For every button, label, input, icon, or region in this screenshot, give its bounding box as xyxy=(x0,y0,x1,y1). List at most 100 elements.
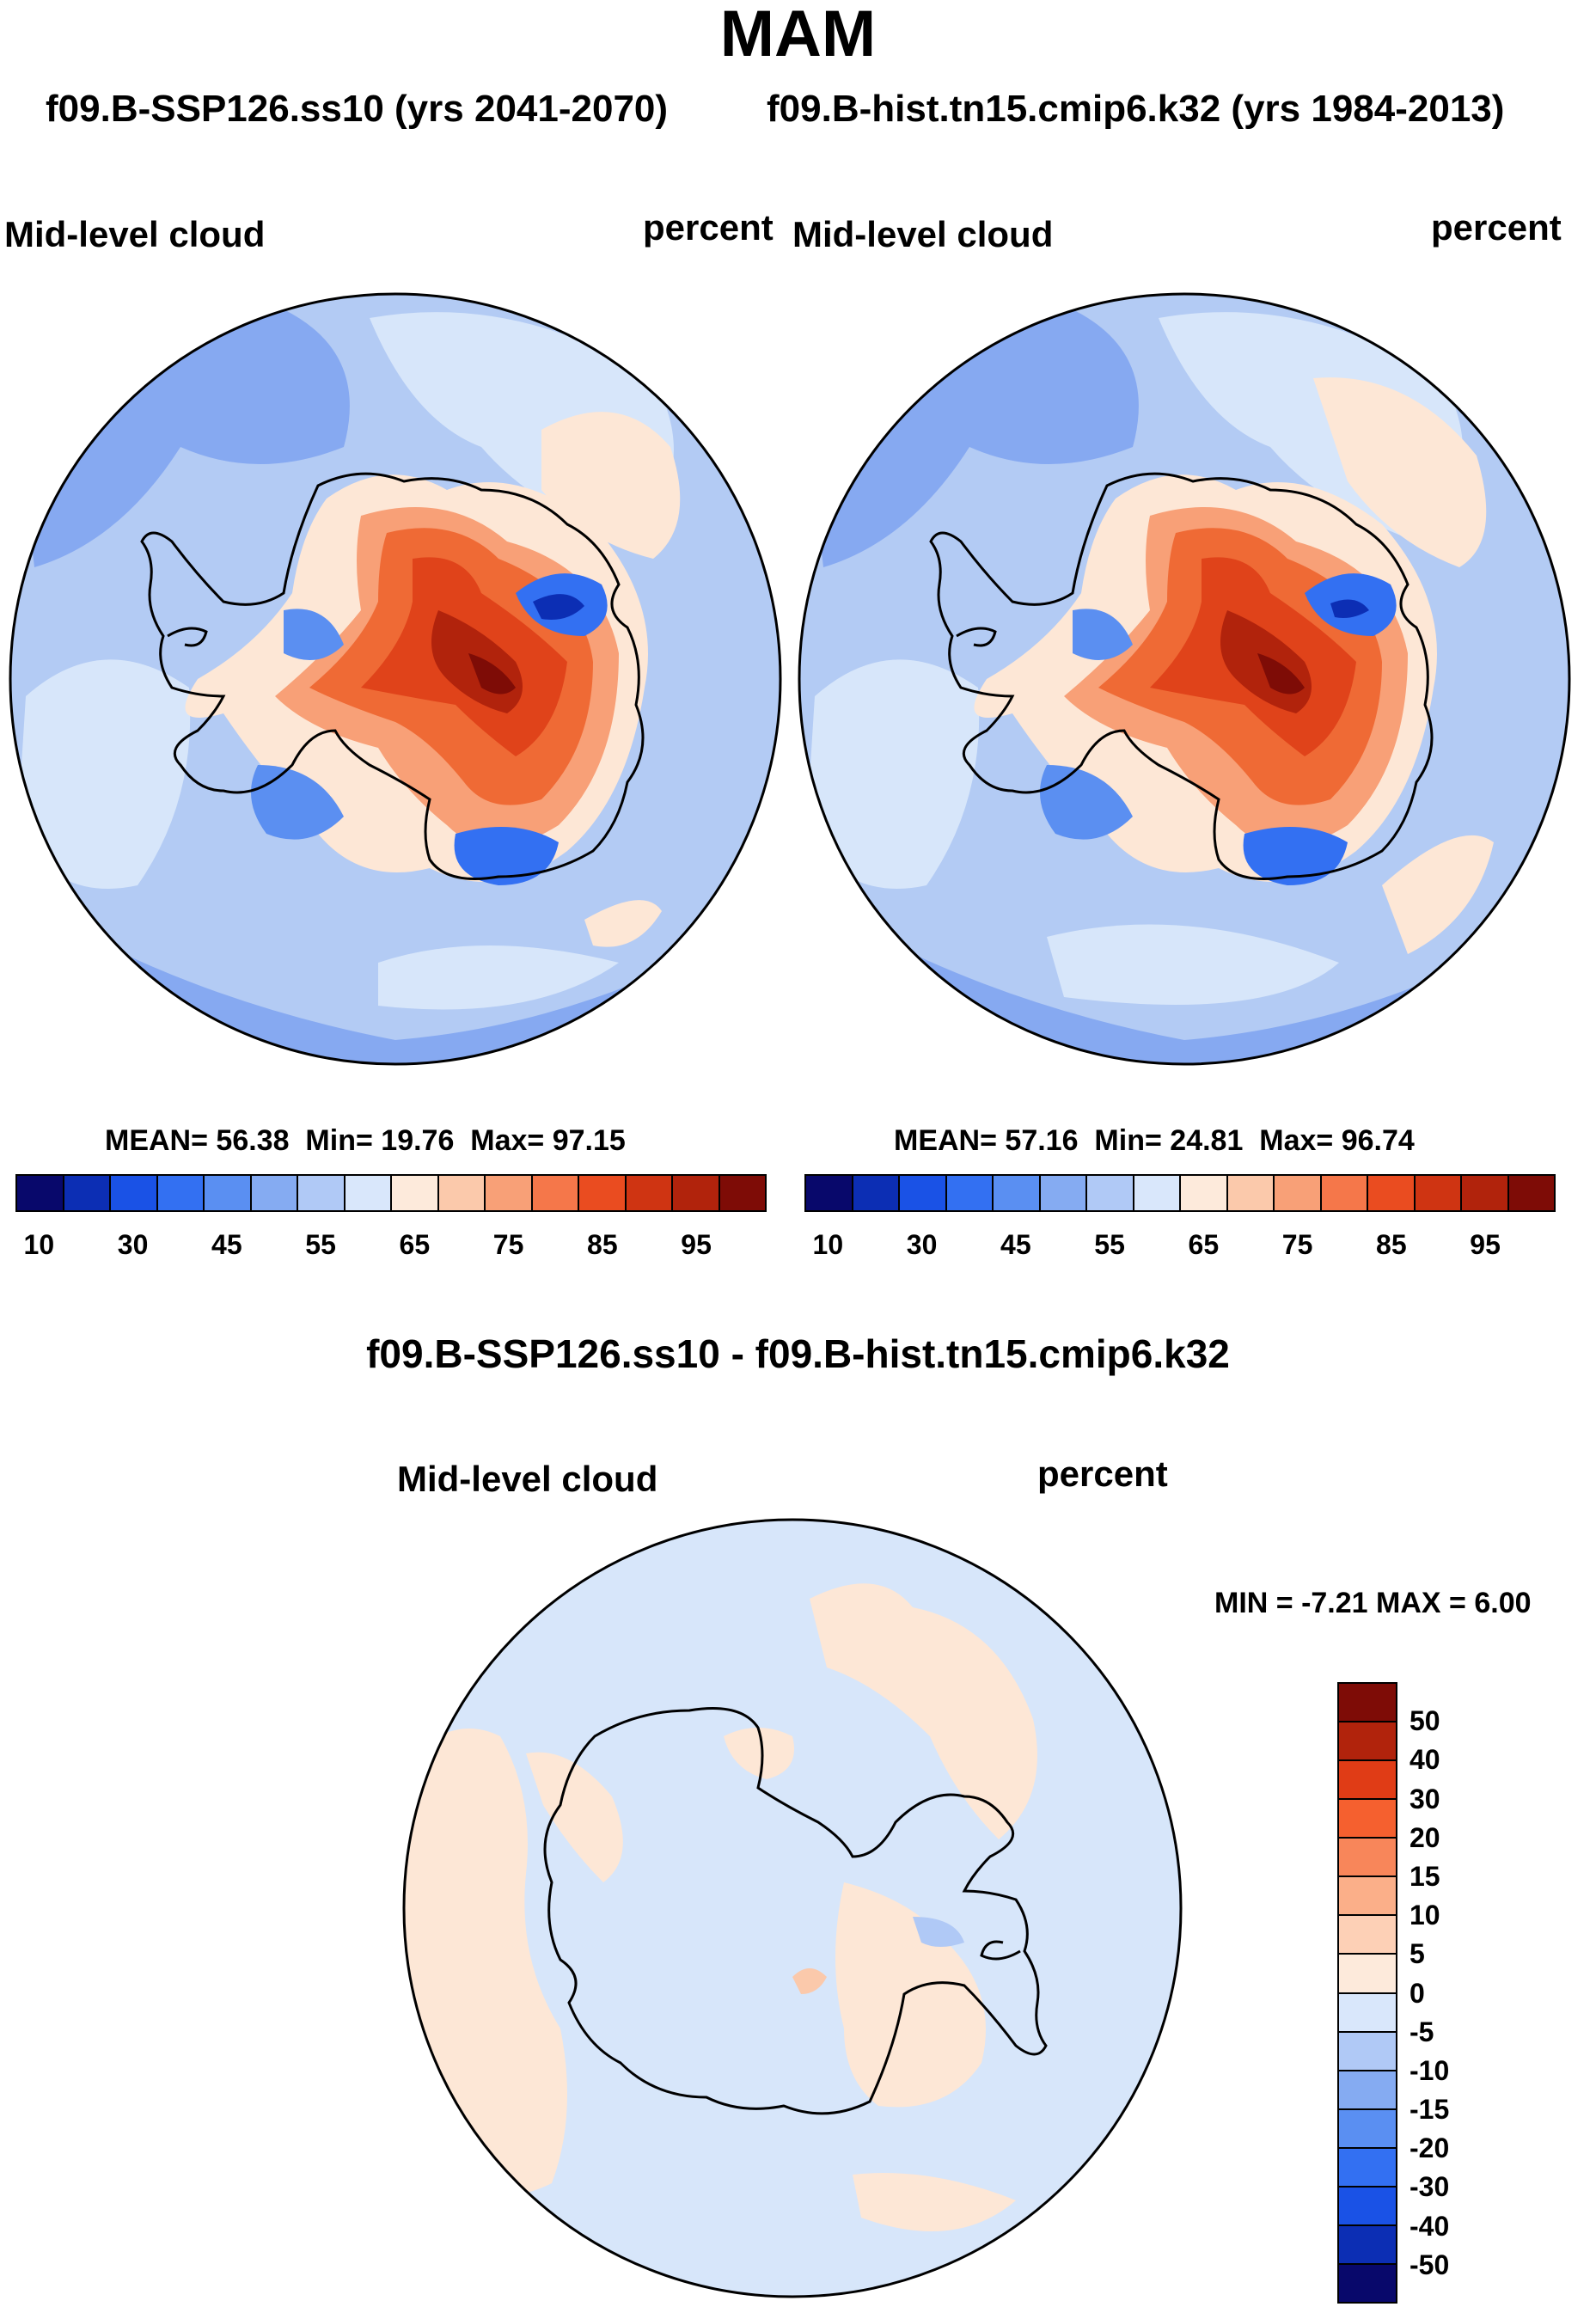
colorbar-tick-label: -40 xyxy=(1409,2210,1450,2242)
colorbar-tick-label: -20 xyxy=(1409,2132,1450,2164)
colorbar-swatch xyxy=(486,1176,533,1210)
colorbar-tick-label: 85 xyxy=(1376,1229,1407,1260)
test-max-value: 97.15 xyxy=(552,1124,626,1157)
colorbar-swatch xyxy=(1181,1176,1228,1210)
colorbar-tick-label: 65 xyxy=(1188,1229,1220,1260)
diff-max-value: 6.00 xyxy=(1474,1587,1532,1619)
colorbar-swatch xyxy=(1368,1176,1416,1210)
colorbar-swatch xyxy=(1040,1176,1087,1210)
test-map xyxy=(9,292,782,1066)
colorbar-swatch xyxy=(1339,1916,1396,1955)
test-units-label: percent xyxy=(643,207,774,248)
colorbar-tick-label: 30 xyxy=(117,1229,149,1260)
colorbar-tick-label: 30 xyxy=(906,1229,938,1260)
colorbar-swatch xyxy=(1508,1176,1554,1210)
colorbar-swatch xyxy=(1339,1684,1396,1723)
peninsula-coast xyxy=(167,627,208,647)
colorbar-swatch xyxy=(17,1176,64,1210)
control-colorbar-ticks: 10 30 45 55 65 75 85 95 xyxy=(804,1229,1556,1264)
control-colorbar xyxy=(804,1174,1556,1212)
diff-max-label: MAX = xyxy=(1376,1587,1466,1619)
diff-title: f09.B-SSP126.ss10 - f09.B-hist.tn15.cmip… xyxy=(366,1331,1230,1376)
colorbar-swatch xyxy=(438,1176,486,1210)
warm-anomaly-south xyxy=(853,2173,1016,2231)
colorbar-tick-label: 15 xyxy=(1409,1860,1440,1892)
warm-anomaly-east xyxy=(835,1882,986,2108)
diff-colorbar xyxy=(1337,1682,1397,2304)
diff-units-label: percent xyxy=(1037,1453,1168,1494)
control-mean-value: 57.16 xyxy=(1005,1124,1079,1157)
colorbar-swatch xyxy=(1339,2225,1396,2265)
colorbar-tick-label: 95 xyxy=(1470,1229,1501,1260)
diff-map xyxy=(402,1518,1183,2298)
colorbar-swatch xyxy=(626,1176,673,1210)
main-title: MAM xyxy=(719,0,877,70)
colorbar-swatch xyxy=(900,1176,947,1210)
colorbar-swatch xyxy=(251,1176,298,1210)
warm-anomaly-ross xyxy=(724,1728,794,1779)
colorbar-tick-label: 55 xyxy=(305,1229,336,1260)
control-min-value: 24.81 xyxy=(1170,1124,1244,1157)
colorbar-swatch xyxy=(1339,1839,1396,1878)
map-boundary xyxy=(9,292,782,1066)
warm-anomaly-peninsula xyxy=(526,1752,623,1882)
diff-stats: MIN = -7.21 MAX = 6.00 xyxy=(1214,1586,1532,1620)
colorbar-swatch xyxy=(994,1176,1041,1210)
colorbar-swatch xyxy=(345,1176,392,1210)
ocean-warm-patch-south xyxy=(584,900,662,947)
colorbar-swatch xyxy=(1339,1800,1396,1839)
antarctica-coastline xyxy=(543,1707,1048,2115)
colorbar-swatch xyxy=(64,1176,111,1210)
test-min-value: 19.76 xyxy=(381,1124,455,1157)
colorbar-swatch xyxy=(579,1176,627,1210)
test-stats: MEAN= 56.38 Min= 19.76 Max= 97.15 xyxy=(105,1123,626,1158)
cloud-min-south xyxy=(1243,827,1348,885)
test-variable-label: Mid-level cloud xyxy=(4,214,266,254)
map-boundary xyxy=(798,292,1571,1066)
ocean-light-south xyxy=(378,945,619,1010)
diff-min-label: MIN = xyxy=(1214,1587,1293,1619)
colorbar-tick-label: -15 xyxy=(1409,2094,1450,2126)
colorbar-tick-label: 65 xyxy=(399,1229,431,1260)
cloud-min-bellingshausen xyxy=(1073,609,1133,660)
colorbar-tick-label: 5 xyxy=(1409,1938,1425,1970)
colorbar-tick-label: 10 xyxy=(1409,1900,1440,1931)
colorbar-swatch xyxy=(853,1176,900,1210)
colorbar-swatch xyxy=(392,1176,439,1210)
colorbar-tick-label: 85 xyxy=(587,1229,618,1260)
colorbar-swatch xyxy=(1415,1176,1462,1210)
antarctica-coastline xyxy=(140,472,645,880)
colorbar-swatch xyxy=(1087,1176,1134,1210)
colorbar-swatch xyxy=(205,1176,252,1210)
test-mean-label: MEAN= xyxy=(105,1124,208,1157)
antarctica-coastline xyxy=(929,472,1434,880)
cloud-max xyxy=(468,653,516,695)
ocean-warm-patch-south xyxy=(1382,835,1494,954)
test-mean-value: 56.38 xyxy=(216,1124,290,1157)
diff-variable-label: Mid-level cloud xyxy=(397,1459,658,1499)
colorbar-swatch xyxy=(1227,1176,1275,1210)
colorbar-swatch xyxy=(946,1176,994,1210)
warm-anomaly-northeast xyxy=(810,1583,1037,1839)
control-units-label: percent xyxy=(1431,207,1562,248)
colorbar-tick-label: 40 xyxy=(1409,1744,1440,1776)
colorbar-tick-label: 10 xyxy=(812,1229,844,1260)
colorbar-swatch xyxy=(298,1176,345,1210)
colorbar-swatch xyxy=(1339,2187,1396,2226)
cloud-min-east-core xyxy=(1330,599,1369,618)
colorbar-swatch xyxy=(1339,1723,1396,1762)
test-min-label: Min= xyxy=(305,1124,373,1157)
map-boundary xyxy=(402,1518,1183,2298)
control-variable-label: Mid-level cloud xyxy=(792,214,1054,254)
control-map xyxy=(798,292,1571,1066)
control-mean-label: MEAN= xyxy=(894,1124,997,1157)
colorbar-swatch xyxy=(1275,1176,1322,1210)
colorbar-tick-label: -5 xyxy=(1409,2016,1434,2047)
ocean-light-west xyxy=(17,659,191,889)
ocean-warm-patch xyxy=(1313,377,1487,567)
ocean-light-south xyxy=(1047,924,1339,1005)
test-colorbar-ticks: 10 30 45 55 65 75 85 95 xyxy=(15,1229,767,1264)
colorbar-swatch xyxy=(1339,1877,1396,1917)
colorbar-swatch xyxy=(532,1176,579,1210)
diff-colorbar-ticks: 50 40 30 20 15 10 5 0 -5 -10 -15 -20 -30 -40 -50 xyxy=(1409,1682,1495,2304)
